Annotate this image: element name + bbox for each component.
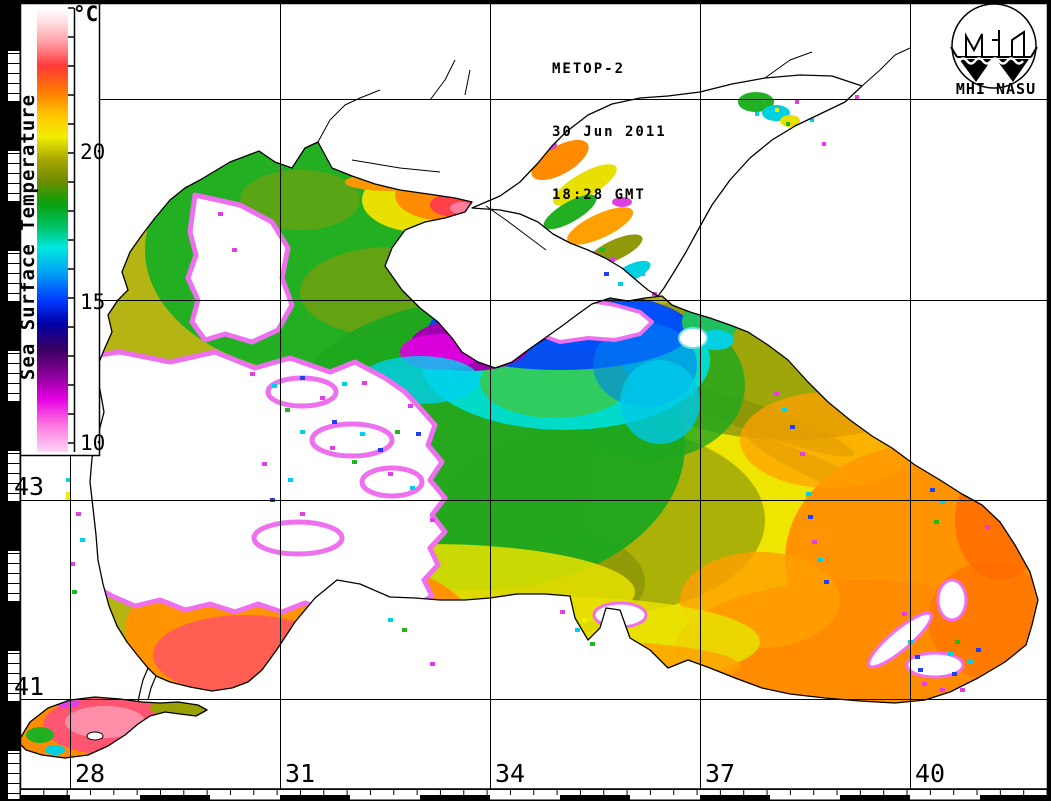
longitude-label-28: 28	[75, 759, 106, 788]
longitude-label-40: 40	[915, 759, 946, 788]
sst-colorbar-legend	[19, 2, 101, 457]
acquisition-time: 18:28 GMT	[552, 187, 646, 203]
legend-tick-10: 10	[80, 431, 106, 455]
legend-unit-label: °C	[73, 2, 99, 26]
satellite-name: METOP-2	[552, 61, 626, 77]
latitude-neatline-bar	[7, 3, 21, 800]
longitude-label-37: 37	[705, 759, 736, 788]
acquisition-date: 30 Jun 2011	[552, 124, 667, 140]
longitude-neatline-bar	[19, 789, 1048, 801]
legend-tick-15: 15	[80, 290, 106, 314]
legend-title: Sea Surface Temperature	[17, 93, 39, 381]
image-header: METOP-2 30 Jun 2011 18:28 GMT	[552, 17, 667, 227]
latitude-label-41: 41	[14, 672, 45, 701]
grid-lines	[20, 3, 1048, 789]
legend-tick-20: 20	[80, 140, 106, 164]
colorbar-tick-marks	[68, 7, 74, 444]
cloud-mask	[90, 192, 968, 679]
latitude-label-43: 43	[14, 472, 45, 501]
marmara-sea-field	[18, 697, 207, 758]
mhi-nasu-logo-icon	[950, 3, 1038, 89]
logo-caption: MHI NASU	[955, 80, 1037, 98]
longitude-label-31: 31	[285, 759, 316, 788]
sst-colorbar	[37, 8, 68, 452]
longitude-label-34: 34	[495, 759, 526, 788]
